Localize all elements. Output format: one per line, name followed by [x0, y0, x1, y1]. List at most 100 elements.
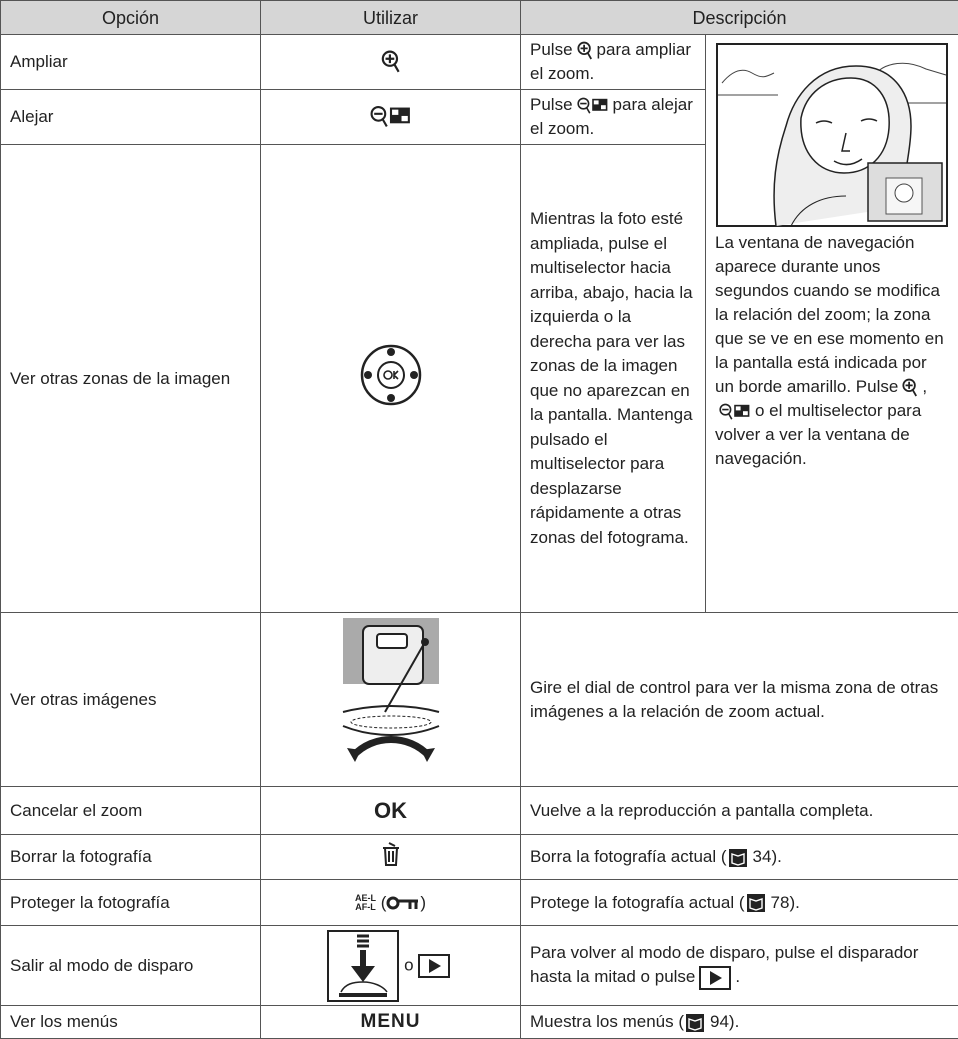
- description: Gire el dial de control para ver la mism…: [521, 613, 958, 787]
- circle: [387, 394, 395, 402]
- option: Ampliar: [1, 35, 261, 90]
- or-label: o: [404, 955, 413, 974]
- use: [371, 107, 409, 126]
- page-ref-icon: [747, 894, 765, 912]
- navigation-text: La ventana de navegación aparece durante…: [715, 233, 944, 396]
- page-ref-icon: [686, 1014, 704, 1032]
- path: [398, 901, 418, 909]
- option: Ver otras zonas de la imagen: [1, 145, 261, 613]
- header-cell: Opción: [1, 1, 261, 35]
- use: [686, 1014, 704, 1032]
- use: [747, 894, 765, 912]
- text: 94).: [710, 1012, 739, 1031]
- text: Protege la fotografía actual (: [530, 893, 745, 912]
- ellipse: [351, 716, 431, 728]
- zoom-in-icon: [577, 41, 593, 61]
- description: Para volver al modo de disparo, pulse el…: [521, 926, 958, 1006]
- text: Borra la fotografía actual (: [530, 847, 727, 866]
- multiselector-icon: [359, 343, 423, 407]
- description: Muestra los menús ( 94).: [521, 1006, 958, 1039]
- path: [353, 740, 429, 757]
- description: Mientras la foto esté ampliada, pulse el…: [521, 145, 706, 613]
- text: 34).: [753, 847, 782, 866]
- zoom-out-icon: [719, 403, 751, 421]
- use: [720, 404, 749, 419]
- ok-button-label: OK: [261, 787, 521, 835]
- circle: [895, 184, 913, 202]
- option: Salir al modo de disparo: [1, 926, 261, 1006]
- row: Ver otras imágenes Gire el dial de contr…: [1, 613, 958, 787]
- use: [382, 52, 398, 72]
- description: Protege la fotografía actual ( 78).: [521, 880, 958, 926]
- use: [419, 955, 449, 977]
- playback-icon: [418, 954, 450, 978]
- page-ref-icon: [729, 849, 747, 867]
- header-cell: Descripción: [521, 1, 958, 35]
- text: 78).: [771, 893, 800, 912]
- text: Pulse: [530, 95, 573, 114]
- path: [801, 78, 889, 173]
- navigation-text: ,: [922, 377, 927, 396]
- rect: [377, 634, 407, 648]
- row: Salir al modo de disparo o Para volver a…: [1, 926, 958, 1006]
- use: [261, 145, 521, 613]
- circle: [388, 898, 398, 908]
- zoom-out-icon: [577, 97, 609, 115]
- row: Cancelar el zoom OK Vuelve a la reproduc…: [1, 787, 958, 835]
- text: AF-L: [355, 902, 376, 912]
- zoom-out-icon: [370, 105, 412, 129]
- rect: [339, 993, 387, 997]
- option: Borrar la fotografía: [1, 835, 261, 880]
- path: [347, 748, 435, 762]
- path: [343, 706, 439, 735]
- text: .: [735, 967, 740, 986]
- zoom-in-icon: [381, 50, 401, 74]
- option: Alejar: [1, 90, 261, 145]
- text: Pulse: [530, 40, 573, 59]
- shutter-illustration: [327, 930, 399, 1002]
- option: Cancelar el zoom: [1, 787, 261, 835]
- use: [729, 849, 747, 867]
- protect-key-icon: [386, 896, 420, 910]
- text: ): [420, 893, 426, 912]
- navigation-illustration: [716, 43, 948, 227]
- command-dial-illustration: [341, 616, 441, 776]
- circle: [410, 371, 418, 379]
- delete-icon: [381, 841, 401, 867]
- path: [383, 843, 399, 865]
- description: Vuelve a la reproducción a pantalla comp…: [521, 787, 958, 835]
- option: Ver los menús: [1, 1006, 261, 1039]
- circle: [364, 371, 372, 379]
- use: [261, 90, 521, 145]
- option: Ver otras imágenes: [1, 613, 261, 787]
- use: [578, 42, 591, 58]
- header-cell: Utilizar: [261, 1, 521, 35]
- circle: [387, 348, 395, 356]
- row: Ver los menús MENU Muestra los menús ( 94…: [1, 1006, 958, 1039]
- option: Proteger la fotografía: [1, 880, 261, 926]
- circle: [378, 362, 404, 388]
- playback-icon: [699, 966, 731, 990]
- text: Muestra los menús (: [530, 1012, 684, 1031]
- use: [261, 613, 521, 787]
- use: [904, 379, 917, 395]
- navigation-cell: La ventana de navegación aparece durante…: [706, 35, 958, 613]
- menu-button-label: MENU: [261, 1006, 521, 1039]
- row: Borrar la fotografía Borra la fotografía…: [1, 835, 958, 880]
- header-row: Opción Utilizar Descripción: [1, 1, 958, 35]
- use: [700, 967, 730, 989]
- zoom-in-icon: [902, 378, 918, 398]
- use: [261, 835, 521, 880]
- description: Borra la fotografía actual ( 34).: [521, 835, 958, 880]
- path: [357, 936, 369, 946]
- use: [261, 35, 521, 90]
